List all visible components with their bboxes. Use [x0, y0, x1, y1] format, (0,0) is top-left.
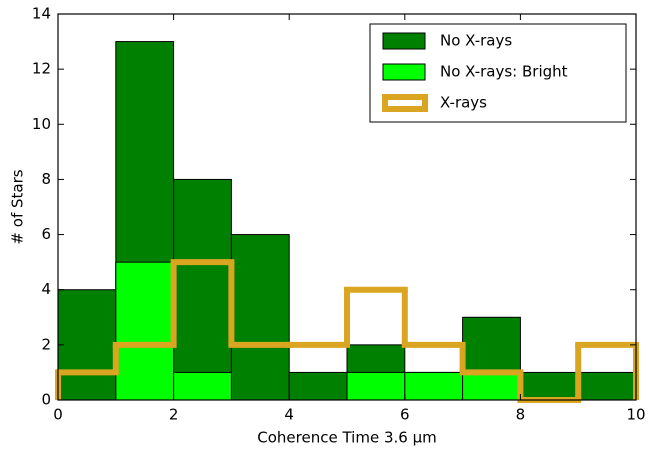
- bar: [57, 289, 117, 401]
- x-tick-label: 10: [626, 406, 645, 424]
- y-axis-label: # of Stars: [9, 169, 27, 244]
- x-tick-label: 8: [516, 406, 526, 424]
- bar: [115, 261, 175, 401]
- y-tick-label: 10: [32, 115, 51, 133]
- plot-frame: [57, 13, 637, 401]
- legend-swatch: [382, 32, 426, 50]
- y-tick-label: 4: [41, 280, 51, 298]
- y-tick-label: 8: [41, 170, 51, 188]
- bar: [173, 371, 232, 401]
- y-tick-label: 14: [32, 5, 51, 23]
- bar: [346, 371, 406, 401]
- x-tick-label: 2: [169, 406, 179, 424]
- x-axis-label: Coherence Time 3.6 μm: [257, 429, 436, 447]
- legend-swatch: [382, 94, 428, 112]
- legend-label: X-rays: [440, 94, 487, 112]
- bar: [173, 178, 232, 401]
- y-tick-label: 2: [41, 335, 51, 353]
- x-tick-label: 0: [53, 406, 63, 424]
- bar: [404, 371, 464, 401]
- legend-label: No X-rays: [440, 32, 512, 50]
- bar: [230, 234, 290, 401]
- y-tick-label: 0: [41, 391, 51, 409]
- y-tick-label: 6: [41, 225, 51, 243]
- x-tick-label: 4: [284, 406, 294, 424]
- legend-swatch: [382, 63, 426, 81]
- legend-label: No X-rays: Bright: [440, 63, 568, 81]
- bar: [519, 371, 579, 401]
- y-tick-label: 12: [32, 60, 51, 78]
- bar: [577, 371, 637, 401]
- x-tick-label: 6: [400, 406, 410, 424]
- bar: [462, 371, 521, 401]
- bar: [288, 371, 348, 401]
